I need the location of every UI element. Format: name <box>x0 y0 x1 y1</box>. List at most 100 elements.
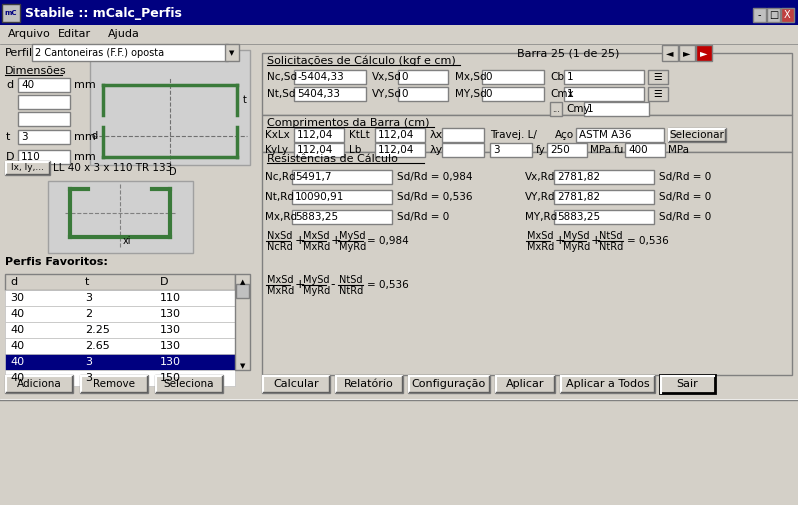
Text: -5404,33: -5404,33 <box>297 72 344 82</box>
Bar <box>398 87 448 101</box>
Text: 3: 3 <box>85 373 92 383</box>
Text: 40: 40 <box>10 341 24 351</box>
Text: NtSd: NtSd <box>599 231 623 241</box>
Text: Ajuda: Ajuda <box>108 29 140 39</box>
Bar <box>5 322 235 338</box>
Text: Remove: Remove <box>93 379 135 389</box>
Text: D: D <box>169 167 177 177</box>
Text: MySd: MySd <box>303 275 330 285</box>
Text: 2: 2 <box>85 309 92 319</box>
Text: Mx,Sd: Mx,Sd <box>455 72 487 82</box>
Bar <box>442 143 484 157</box>
Text: Sd/Rd = 0,536: Sd/Rd = 0,536 <box>397 192 472 202</box>
Text: Perfil: Perfil <box>5 48 34 58</box>
Text: 5883,25: 5883,25 <box>295 212 338 222</box>
Bar <box>679 45 695 61</box>
Text: MxSd: MxSd <box>303 231 330 241</box>
Text: 0: 0 <box>401 89 408 99</box>
Text: +: + <box>294 278 305 291</box>
Text: ►: ► <box>701 48 708 58</box>
Text: 2.25: 2.25 <box>85 325 110 335</box>
Text: d: d <box>6 80 13 90</box>
Bar <box>482 87 544 101</box>
Text: 0: 0 <box>401 72 408 82</box>
Text: 130: 130 <box>160 341 181 351</box>
Bar <box>554 190 654 204</box>
Bar <box>648 87 668 101</box>
Text: ASTM A36: ASTM A36 <box>579 130 631 140</box>
Text: 0: 0 <box>485 72 492 82</box>
Bar <box>753 8 766 22</box>
Bar <box>262 53 792 115</box>
Bar <box>550 102 562 116</box>
Text: LL 40 x 3 x 110 TR 133: LL 40 x 3 x 110 TR 133 <box>53 163 172 173</box>
Bar <box>564 70 644 84</box>
Text: ▼: ▼ <box>240 363 245 369</box>
Text: 5883,25: 5883,25 <box>557 212 600 222</box>
Bar <box>262 375 330 393</box>
Bar <box>660 375 715 393</box>
Text: NcRd: NcRd <box>267 242 293 252</box>
Bar <box>547 143 587 157</box>
Bar <box>648 70 668 84</box>
Bar <box>554 210 654 224</box>
Bar <box>398 70 448 84</box>
Bar <box>292 170 392 184</box>
Text: d: d <box>92 131 98 141</box>
Text: 112,04: 112,04 <box>378 145 414 155</box>
Text: MyRd: MyRd <box>563 242 591 252</box>
Text: 3: 3 <box>85 293 92 303</box>
Text: 130: 130 <box>160 325 181 335</box>
Bar <box>560 375 655 393</box>
Text: Ix, Iy,...: Ix, Iy,... <box>11 164 44 173</box>
Text: VY,Rd: VY,Rd <box>525 192 555 202</box>
Bar <box>584 102 649 116</box>
Bar <box>564 87 644 101</box>
Text: Sd/Rd = 0: Sd/Rd = 0 <box>659 192 711 202</box>
Text: NxSd: NxSd <box>267 231 292 241</box>
Text: Calcular: Calcular <box>273 379 319 389</box>
Text: D: D <box>6 152 14 162</box>
Text: 10090,91: 10090,91 <box>295 192 345 202</box>
Text: 250: 250 <box>550 145 570 155</box>
Bar <box>80 375 148 393</box>
Text: MxSd: MxSd <box>267 275 294 285</box>
Bar <box>236 284 249 298</box>
Text: MY,Sd: MY,Sd <box>455 89 487 99</box>
Bar <box>662 45 678 61</box>
Text: Arquivo: Arquivo <box>8 29 51 39</box>
Text: Configuração: Configuração <box>412 379 486 389</box>
Bar <box>5 375 73 393</box>
Text: = 0,536: = 0,536 <box>366 280 409 290</box>
Bar <box>18 78 70 92</box>
Text: □: □ <box>769 10 778 20</box>
Text: Adiciona: Adiciona <box>17 379 61 389</box>
Bar <box>155 375 223 393</box>
Bar <box>292 190 392 204</box>
Text: Comprimentos da Barra (cm): Comprimentos da Barra (cm) <box>267 118 429 128</box>
Text: -: - <box>330 278 335 291</box>
Bar <box>5 306 235 322</box>
Text: +: + <box>591 234 601 247</box>
Text: 2 Cantoneiras (F.F.) oposta: 2 Cantoneiras (F.F.) oposta <box>35 48 164 58</box>
Text: MY,Rd: MY,Rd <box>525 212 557 222</box>
Bar <box>90 50 250 165</box>
Text: Cmx: Cmx <box>550 89 574 99</box>
Bar <box>262 152 792 375</box>
Text: 110: 110 <box>21 152 41 162</box>
Text: ◄: ◄ <box>666 48 674 58</box>
Bar <box>696 45 712 61</box>
Text: 40: 40 <box>10 357 24 367</box>
Text: MyRd: MyRd <box>303 286 330 296</box>
Bar <box>442 128 484 142</box>
Text: 110: 110 <box>160 293 181 303</box>
Text: 1: 1 <box>587 104 594 114</box>
Bar <box>668 128 726 142</box>
Text: λy: λy <box>430 145 443 155</box>
Text: Nc,Rd: Nc,Rd <box>265 172 295 182</box>
Text: MxRd: MxRd <box>303 242 330 252</box>
Text: Aplicar: Aplicar <box>506 379 544 389</box>
Text: Cmy: Cmy <box>566 104 590 114</box>
Text: Aplicar a Todos: Aplicar a Todos <box>566 379 650 389</box>
Text: 112,04: 112,04 <box>297 145 334 155</box>
